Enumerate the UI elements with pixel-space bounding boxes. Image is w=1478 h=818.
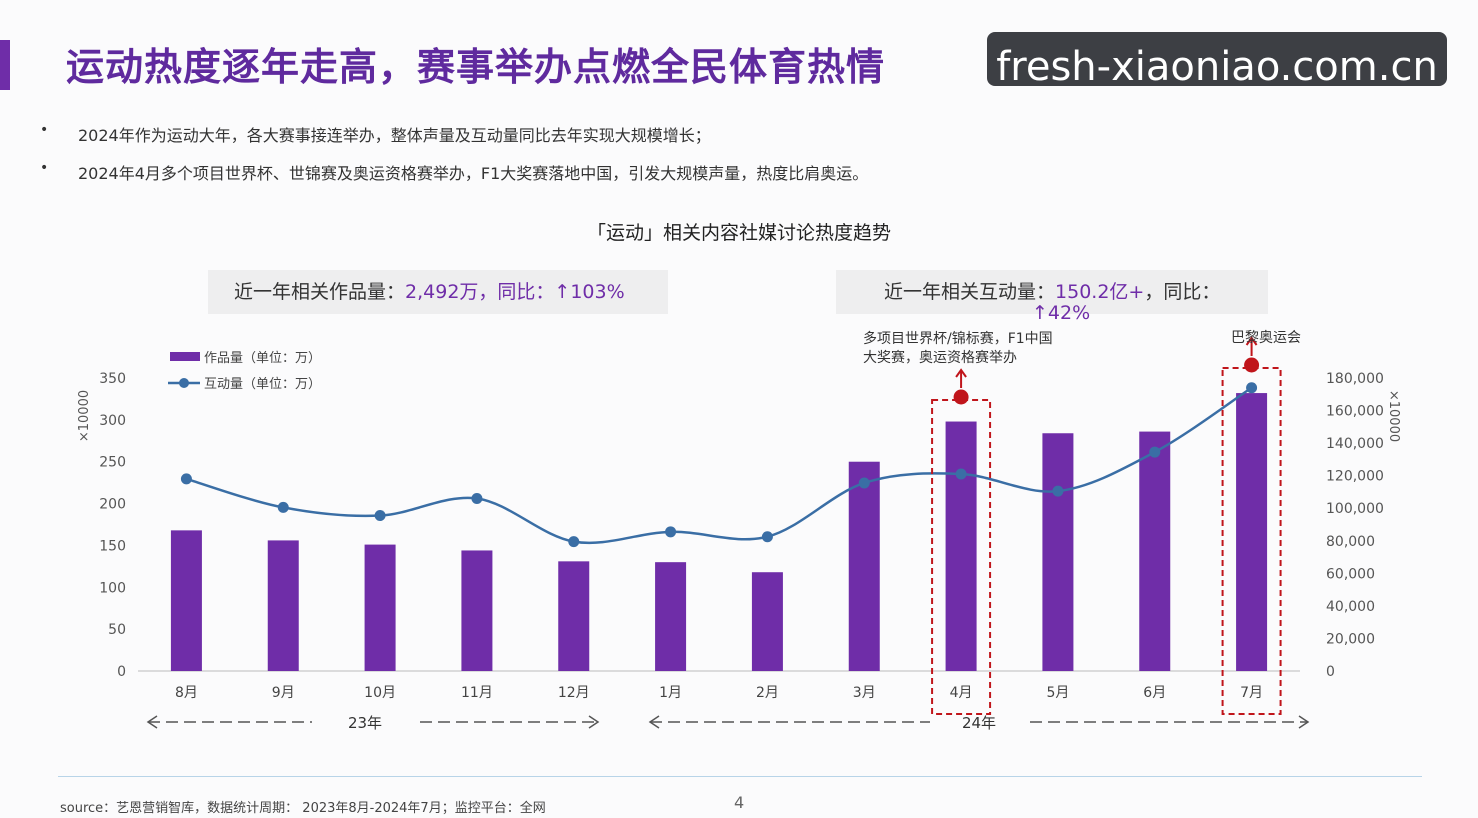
annotation-text: 大奖赛，奥运资格赛举办 (863, 349, 1017, 366)
x-tick-label: 9月 (272, 685, 295, 701)
x-tick-label: 2月 (756, 685, 779, 701)
x-tick-label: 5月 (1046, 685, 1069, 701)
line-point (471, 492, 483, 504)
works-stat-label: 近一年相关作品量： (234, 281, 406, 303)
right-tick-label: 40,000 (1326, 599, 1375, 615)
legend-line-marker (179, 378, 189, 388)
page-title: 运动热度逐年走高，赛事举办点燃全民体育热情 (66, 45, 886, 89)
bullet-dot-icon: • (40, 122, 49, 138)
x-tick-label: 7月 (1240, 685, 1263, 701)
bar (267, 540, 299, 671)
right-tick-label: 0 (1326, 664, 1335, 680)
right-tick-label: 20,000 (1326, 631, 1375, 647)
bar (945, 421, 977, 671)
interaction-stat-yoy-label: ，同比： (1144, 281, 1221, 303)
right-tick-label: 60,000 (1326, 566, 1375, 582)
right-tick-label: 140,000 (1326, 436, 1384, 452)
right-tick-label: 120,000 (1326, 469, 1384, 485)
legend-bar-swatch (170, 352, 200, 361)
bar (558, 561, 590, 671)
line-point (1246, 382, 1258, 394)
interaction-stat-growth: ↑42% (1032, 302, 1091, 324)
annotation-text: 多项目世界杯/锦标赛，F1中国 (863, 330, 1053, 347)
bar (170, 530, 202, 671)
annotation-text: 巴黎奥运会 (1231, 329, 1301, 346)
highlight-box (1221, 367, 1282, 715)
interaction-line (186, 386, 1253, 545)
left-tick-label: 350 (99, 371, 126, 387)
bar (848, 461, 880, 671)
left-tick-label: 0 (117, 664, 126, 680)
bar (461, 550, 493, 671)
right-tick-label: 100,000 (1326, 501, 1384, 517)
line-point (1149, 446, 1161, 458)
page-number: 4 (734, 793, 745, 812)
footer-divider (58, 776, 1422, 777)
x-tick-label: 4月 (950, 685, 973, 701)
line-point (374, 510, 386, 522)
right-tick-label: 160,000 (1326, 404, 1384, 420)
bullet-item: • 2024年4月多个项目世界杯、世锦赛及奥运资格赛举办，F1大奖赛落地中国，引发… (40, 160, 868, 198)
works-stat-box: 近一年相关作品量：2,492万，同比：↑103% (208, 270, 668, 314)
arrow-right-icon (1298, 715, 1310, 729)
arrow-left-icon (146, 715, 158, 729)
bar (1236, 393, 1268, 671)
line-point (955, 468, 967, 480)
x-tick-label: 8月 (175, 685, 198, 701)
bar (655, 562, 687, 671)
interaction-stat-box: 近一年相关互动量：150.2亿+，同比： (836, 270, 1268, 314)
source-note: source：艺恩营销智库，数据统计周期： 2023年8月-2024年7月；监控… (60, 801, 546, 816)
legend-line-label: 互动量（单位：万） (204, 377, 321, 392)
left-tick-label: 150 (99, 538, 126, 554)
bar (1139, 431, 1171, 671)
left-axis-unit: ×10000 (77, 390, 92, 442)
year-label-2023: 23年 (348, 714, 382, 732)
line-point (1052, 485, 1064, 497)
left-tick-label: 50 (108, 622, 126, 638)
x-tick-label: 3月 (853, 685, 876, 701)
line-point (568, 536, 580, 548)
arrow-right-icon (588, 715, 600, 729)
interaction-stat-value: 150.2亿+ (1055, 281, 1145, 303)
highlight-arrow-head-icon (955, 368, 967, 378)
highlight-arrow-head-icon (1245, 336, 1258, 346)
interaction-stat-label: 近一年相关互动量： (884, 281, 1056, 303)
left-tick-label: 250 (99, 455, 126, 471)
legend-bar-label: 作品量（单位：万） (204, 351, 321, 366)
works-stat-value: 2,492万，同比：↑103% (405, 281, 625, 303)
line-point (858, 477, 870, 489)
bullet-list: • 2024年作为运动大年，各大赛事接连举办，整体声量及互动量同比去年实现大规模增… (40, 122, 868, 198)
right-tick-label: 180,000 (1326, 371, 1384, 387)
right-axis-unit: ×10000 (1386, 390, 1401, 442)
bullet-dot-icon: • (40, 160, 49, 176)
chart-title: 「运动」相关内容社媒讨论热度趋势 (586, 222, 891, 244)
bullet-text: 2024年4月多个项目世界杯、世锦赛及奥运资格赛举办，F1大奖赛落地中国，引发大… (78, 164, 869, 183)
bar (1042, 433, 1074, 671)
bar (364, 544, 396, 671)
left-tick-label: 100 (99, 580, 126, 596)
bar (751, 572, 783, 671)
highlight-marker (1244, 357, 1260, 373)
bullet-text: 2024年作为运动大年，各大赛事接连举办，整体声量及互动量同比去年实现大规模增长… (78, 126, 711, 145)
title-accent-bar (0, 40, 10, 90)
line-point (761, 531, 773, 543)
x-tick-label: 1月 (659, 685, 682, 701)
arrow-left-icon (648, 715, 660, 729)
bullet-item: • 2024年作为运动大年，各大赛事接连举办，整体声量及互动量同比去年实现大规模增… (40, 122, 868, 160)
x-tick-label: 12月 (558, 685, 590, 701)
x-tick-label: 11月 (461, 685, 493, 701)
line-point (277, 501, 289, 513)
left-tick-label: 300 (99, 413, 126, 429)
x-tick-label: 6月 (1143, 685, 1166, 701)
right-tick-label: 80,000 (1326, 534, 1375, 550)
highlight-marker (953, 389, 969, 405)
line-point (665, 526, 677, 538)
left-tick-label: 200 (99, 497, 126, 513)
highlight-box (931, 399, 992, 715)
year-label-2024: 24年 (962, 714, 996, 732)
watermark-banner: fresh-xiaoniao.com.cn (987, 32, 1447, 86)
x-tick-label: 10月 (364, 685, 396, 701)
line-point (180, 473, 192, 485)
